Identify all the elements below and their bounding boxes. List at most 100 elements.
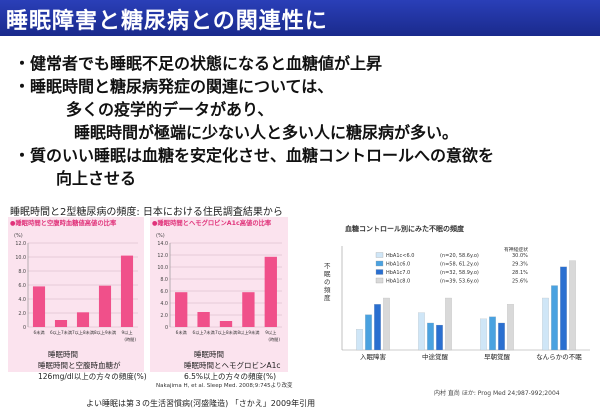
x-tick-label: 8以上9未満 [237, 329, 259, 336]
right-chart-title: 血糖コントロール別にみた不眠の頻度 [345, 225, 464, 233]
y-axis-label: (%) [156, 233, 165, 239]
x-tick-label: 7以上8未満 [215, 329, 237, 336]
x-tick-label: 9以上 [121, 329, 132, 335]
legend-label: HbA1c8.0 [386, 279, 410, 285]
legend-pct: 29.3% [512, 262, 528, 268]
chart2-citation: Nakajima H, et al. Sleep Med. 2008;9:745… [156, 383, 293, 389]
bar [498, 322, 505, 351]
x-tick-label: 6以上7未満 [193, 329, 215, 336]
y-tick-label: 14.0 [157, 241, 168, 247]
bar [383, 297, 390, 351]
y-axis-label: の [324, 278, 331, 286]
legend-label: HbA1c6.0 [386, 262, 410, 268]
x-tick-label: 7以上8未満 [72, 329, 94, 336]
x-tick-label: 入眠障害 [360, 352, 387, 361]
x-tick-label: 6以上7未満 [50, 329, 72, 336]
legend-swatch [375, 277, 384, 284]
y-tick-label: 0 [165, 325, 168, 331]
bar [445, 297, 452, 351]
right-chart-citation: 内村 直尚 ほか: Prog Med 24;987-992;2004 [434, 390, 560, 397]
bar [418, 312, 425, 351]
chart2-caption: 睡眠時間 睡眠時間とヘモグロビンA1c 6.5%以上の方々の頻度(%) [184, 349, 281, 382]
bar [480, 318, 487, 351]
chart-title: ●睡眠時間と空腹時血糖値高値の比率 [10, 218, 117, 227]
bar [374, 304, 381, 351]
y-tick-label: 10.0 [15, 255, 26, 261]
x-tick-label: 6未満 [176, 329, 187, 336]
y-tick-label: 8.0 [160, 277, 168, 283]
chart-fasting-glucose: ●睡眠時間と空腹時血糖値高値の比率 (%) 0 2.0 4.0 6.0 8.0 10.0 12.… [10, 218, 138, 343]
bar [551, 285, 558, 351]
title-bar: 睡眠障害と糖尿病との関連性に [0, 0, 600, 36]
bullet-list: ・健常者でも睡眠不足の状態になると血糖値が上昇 ・睡眠時間と糖尿病発症の関連につ… [14, 52, 594, 190]
legend-swatch [375, 269, 384, 275]
bar [560, 266, 567, 351]
footer-note: よい睡眠は第３の生活習慣病(河盛隆造) 「さかえ」2009年引用 [86, 399, 316, 408]
y-tick-label: 6.0 [160, 289, 168, 295]
page-title: 睡眠障害と糖尿病との関連性に [6, 9, 328, 34]
bar [219, 321, 233, 327]
x-tick-label: 6未満 [33, 329, 44, 336]
legend-swatch [375, 260, 384, 267]
x-unit-label: (時間) [124, 337, 136, 343]
chart2-caption-line: 睡眠時間とヘモグロビンA1c [184, 361, 281, 370]
bar [98, 285, 112, 327]
y-axis-label: (%) [14, 233, 23, 239]
y-tick-label: 10.0 [157, 265, 168, 271]
legend-header: 有神経症状 [504, 246, 528, 253]
bar [175, 292, 188, 327]
chart2-xlabel: 睡眠時間 [194, 350, 224, 359]
bar [569, 260, 576, 351]
legend-pct: 30.0% [512, 253, 528, 259]
y-tick-label: 4.0 [160, 301, 168, 307]
bullet-line: 睡眠時間が極端に少ない人と多い人に糖尿病が多い。 [74, 123, 459, 142]
x-unit-label: (時間) [268, 337, 280, 343]
legend-label: HbA1c<6.0 [386, 253, 414, 259]
x-tick-label: 9以上 [265, 329, 276, 335]
bar [76, 312, 90, 327]
y-tick-label: 12.0 [157, 253, 168, 259]
chart-hba1c: ●睡眠時間とヘモグロビンA1c高値の比率 (%) 0 2.0 4.0 6.0 8.0 10.0… [152, 218, 282, 343]
x-tick-label: 8以上9未満 [94, 329, 116, 336]
y-tick-label: 4.0 [18, 297, 26, 303]
chart1-caption-line: 睡眠時間と空腹時血糖が [38, 361, 121, 370]
chart-title: ●睡眠時間とヘモグロビンA1c高値の比率 [152, 218, 272, 227]
legend-n: (n=39, 53.6y.o) [440, 279, 479, 285]
bullet-line: 向上させる [56, 169, 137, 188]
bar [542, 297, 549, 351]
bar [365, 314, 372, 351]
y-tick-label: 2.0 [18, 311, 26, 317]
legend-pct: 25.6% [512, 279, 528, 285]
bar [489, 316, 496, 351]
y-tick-label: 6.0 [18, 283, 26, 289]
legend-n: (n=20, 58.6y.o) [440, 253, 479, 259]
chart1-xlabel: 睡眠時間 [48, 350, 78, 359]
bar [507, 304, 514, 351]
y-tick-label: 12.0 [15, 241, 26, 247]
x-tick-label: 早朝覚醒 [484, 352, 511, 361]
bar [242, 292, 255, 327]
bar [264, 256, 277, 327]
bar [436, 324, 443, 351]
bullet-line: 多くの疫学的データがあり、 [66, 100, 274, 119]
chart1-caption-line: 126mg/dl以上の方々の頻度(%) [38, 372, 147, 381]
bar [197, 312, 210, 327]
bar [54, 320, 68, 327]
y-tick-label: 8.0 [18, 269, 26, 275]
legend-pct: 28.1% [512, 270, 528, 276]
y-tick-label: 2.0 [160, 313, 168, 319]
legend-n: (n=32, 58.9y.o) [440, 270, 479, 276]
chart2-caption-line: 6.5%以上の方々の頻度(%) [184, 372, 277, 381]
legend-label: HbA1c7.0 [386, 270, 410, 276]
x-tick-label: なんらかの不眠 [536, 353, 582, 361]
y-tick-label: 0 [23, 325, 26, 331]
y-axis-label: 度 [324, 293, 331, 302]
bar [32, 286, 46, 327]
legend-swatch [375, 252, 384, 258]
bar [427, 322, 434, 351]
bullet-line: ・睡眠時間と糖尿病発症の関連については、 [14, 77, 334, 96]
legend-n: (n=58, 61.2y.o) [440, 262, 479, 268]
bullet-line: ・質のいい睡眠は血糖を安定化させ、血糖コントロールへの意欲を [14, 146, 495, 165]
bar [356, 329, 363, 351]
